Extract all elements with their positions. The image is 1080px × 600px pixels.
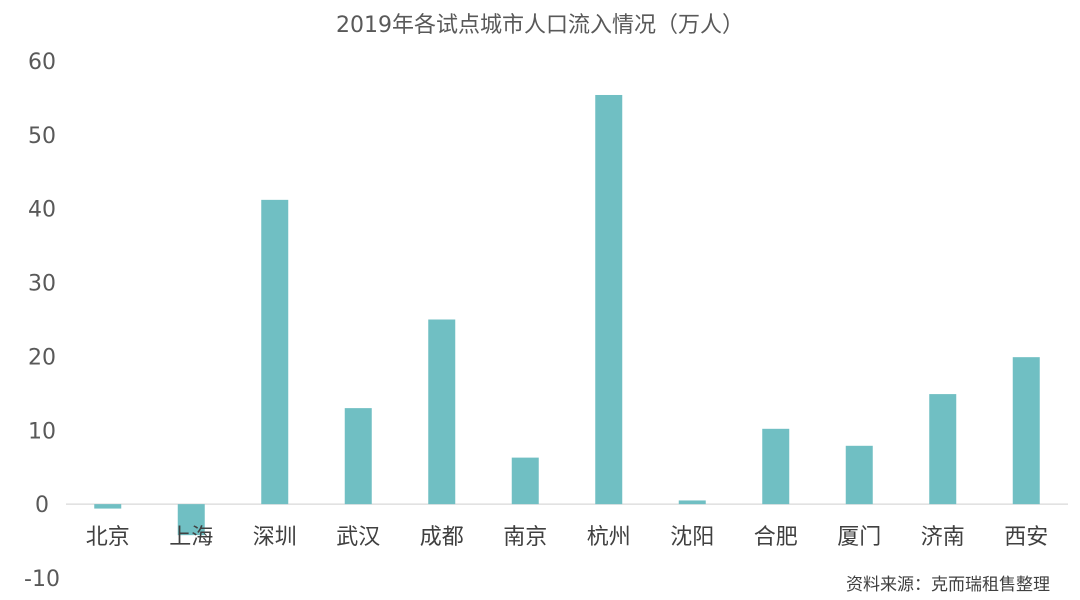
bar — [177, 504, 205, 536]
y-tick-label: 50 — [28, 124, 56, 149]
y-tick-label: 60 — [28, 50, 56, 75]
x-tick-label: 杭州 — [587, 525, 631, 550]
bar — [678, 500, 706, 505]
x-tick-label: 南京 — [503, 525, 547, 550]
x-tick-label: 西安 — [1004, 525, 1048, 550]
bar — [511, 457, 539, 505]
bar — [94, 504, 122, 509]
bar — [595, 94, 623, 505]
y-tick-label: -10 — [24, 567, 60, 592]
x-tick-label: 成都 — [420, 525, 464, 550]
chart-title: 2019年各试点城市人口流入情况（万人） — [336, 13, 744, 38]
bar — [1012, 357, 1040, 505]
y-tick-label: 20 — [28, 345, 56, 370]
bar — [762, 428, 790, 505]
bar — [261, 199, 289, 505]
x-tick-label: 上海 — [169, 525, 213, 550]
y-axis-labels: -10 0 10 20 30 40 50 60 — [24, 50, 60, 592]
bars — [94, 94, 1040, 536]
bar — [929, 394, 957, 505]
x-tick-label: 武汉 — [336, 525, 380, 550]
bar — [428, 319, 456, 505]
y-tick-label: 30 — [28, 272, 56, 297]
x-tick-label: 济南 — [921, 525, 965, 550]
y-tick-label: 40 — [28, 198, 56, 223]
x-tick-label: 厦门 — [837, 525, 881, 550]
x-tick-label: 北京 — [86, 525, 130, 550]
x-tick-label: 沈阳 — [670, 525, 714, 550]
x-tick-label: 合肥 — [754, 525, 798, 550]
source-note: 资料来源：克而瑞租售整理 — [846, 575, 1050, 595]
y-tick-label: 0 — [35, 493, 49, 518]
x-tick-label: 深圳 — [253, 525, 297, 550]
x-axis-labels: 北京 上海 深圳 武汉 成都 南京 杭州 沈阳 合肥 厦门 济南 西安 — [86, 525, 1049, 550]
bar — [344, 408, 372, 505]
bar — [845, 445, 873, 505]
y-tick-label: 10 — [28, 419, 56, 444]
